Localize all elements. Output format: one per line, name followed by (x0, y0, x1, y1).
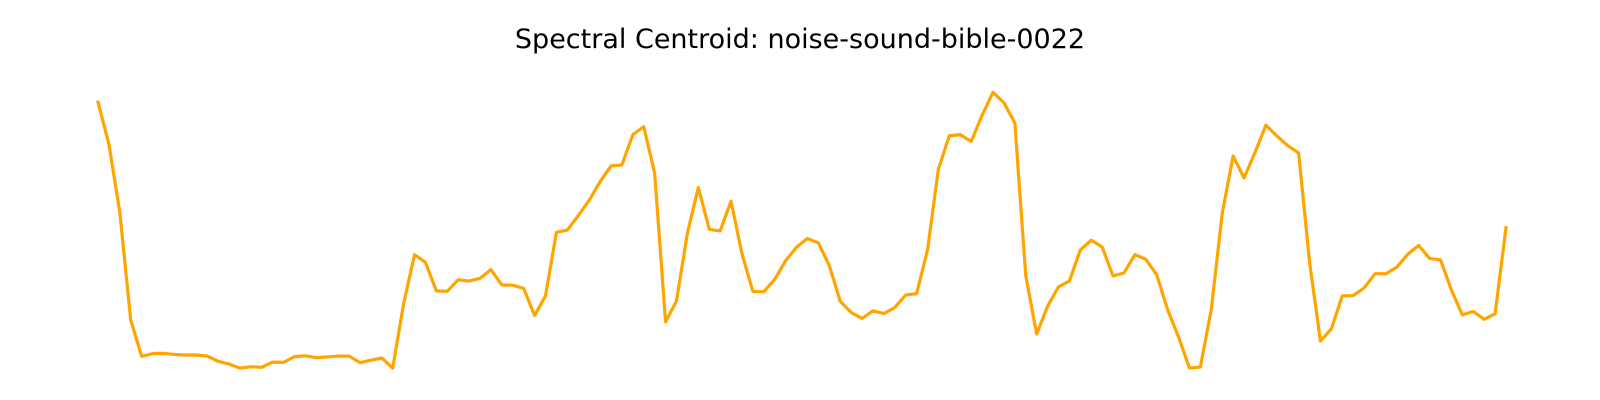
chart-title: Spectral Centroid: noise-sound-bible-002… (514, 24, 1086, 55)
series-line-0 (96, 90, 1508, 370)
series-layer (96, 90, 1508, 370)
